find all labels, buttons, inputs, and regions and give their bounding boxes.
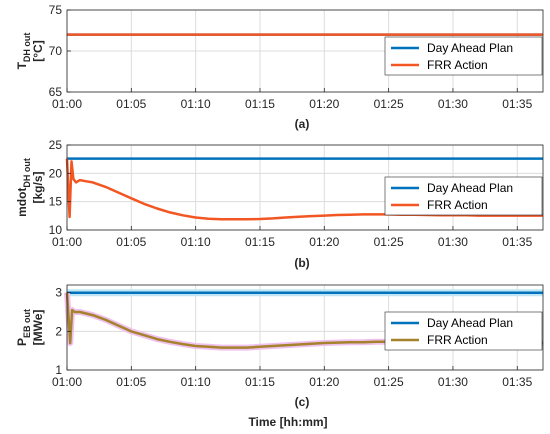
x-tick-label: 01:20 (309, 97, 339, 111)
legend: Day Ahead Plan FRR Action (384, 36, 543, 76)
y-axis-unit: [MWe] (31, 310, 45, 346)
y-tick-label: 10 (49, 223, 63, 237)
y-axis-label: PEB out (15, 309, 32, 346)
axes-box (66, 144, 544, 231)
x-tick-label: 01:25 (374, 235, 404, 249)
legend: Day Ahead Plan FRR Action (384, 176, 543, 216)
y-tick-label: 65 (49, 85, 63, 99)
x-tick-label: 01:35 (502, 375, 532, 389)
x-tick-label: 01:05 (116, 97, 146, 111)
x-tick-label: 01:30 (438, 235, 468, 249)
chart-panel-1: 01:00 01:05 01:10 01:15 01:20 01:25 01:30 01:35… (15, 3, 544, 131)
series-line-frr-action (65, 158, 543, 221)
legend-entry: Day Ahead Plan (427, 316, 513, 330)
panel-caption: (c) (295, 395, 310, 409)
x-tick-label: 01:15 (245, 97, 275, 111)
x-tick-label: 01:20 (309, 375, 339, 389)
x-tick-label: 01:15 (245, 375, 275, 389)
panel-caption: (a) (295, 117, 310, 131)
x-tick-label: 01:30 (438, 97, 468, 111)
y-axis-label-sub: DH out (22, 33, 32, 63)
legend-entry: Day Ahead Plan (427, 41, 513, 55)
y-axis-label: TDH out (15, 33, 32, 70)
y-axis-unit: [kg/s] (31, 171, 45, 203)
y-tick-label: 3 (55, 286, 62, 300)
y-axis-label-main: T (15, 61, 29, 69)
x-tick-label: 01:10 (181, 235, 211, 249)
legend-box (384, 311, 543, 351)
y-tick-label: 1 (55, 363, 62, 377)
legend-entry: FRR Action (427, 58, 488, 72)
y-tick-label: 20 (49, 166, 63, 180)
x-tick-label: 01:00 (52, 235, 82, 249)
legend-box (384, 176, 543, 216)
y-axis-label-sub: DH out (22, 158, 32, 188)
x-tick-label: 01:05 (116, 375, 146, 389)
x-tick-label: 01:00 (52, 375, 82, 389)
y-axis-label: mdotDH out (15, 158, 32, 217)
x-tick-label: 01:15 (245, 235, 275, 249)
x-tick-label: 01:25 (374, 97, 404, 111)
chart-panel-3: 01:00 01:05 01:10 01:15 01:20 01:25 01:30 01:35… (15, 284, 544, 409)
y-tick-label: 25 (49, 138, 63, 152)
x-tick-label: 01:35 (502, 235, 532, 249)
axes-box (66, 284, 544, 371)
y-axis-label-main: mdot (15, 188, 29, 217)
y-tick-label: 15 (49, 195, 63, 209)
panel-caption: (b) (294, 256, 309, 270)
x-tick-label: 01:10 (181, 97, 211, 111)
x-tick-label: 01:05 (116, 235, 146, 249)
y-tick-label: 75 (49, 3, 63, 17)
y-axis-label-main: P (15, 338, 29, 346)
x-tick-label: 01:20 (309, 235, 339, 249)
legend: Day Ahead Plan FRR Action (384, 311, 543, 351)
x-tick-label: 01:25 (374, 375, 404, 389)
legend-entry: FRR Action (427, 198, 488, 212)
y-tick-label: 70 (49, 44, 63, 58)
legend-box (384, 36, 543, 76)
legend-entry: Day Ahead Plan (427, 181, 513, 195)
y-axis-unit: [°C] (31, 40, 45, 61)
y-tick-label: 2 (55, 324, 62, 338)
y-axis-label-sub: EB out (22, 309, 32, 338)
x-tick-label: 01:30 (438, 375, 468, 389)
chart-panel-2: 01:00 01:05 01:10 01:15 01:20 01:25 01:30 01:35… (15, 138, 544, 270)
x-tick-label: 01:10 (181, 375, 211, 389)
x-tick-label: 01:00 (52, 97, 82, 111)
legend-entry: FRR Action (427, 333, 488, 347)
x-tick-label: 01:35 (502, 97, 532, 111)
x-axis-label: Time [hh:mm] (248, 415, 327, 429)
